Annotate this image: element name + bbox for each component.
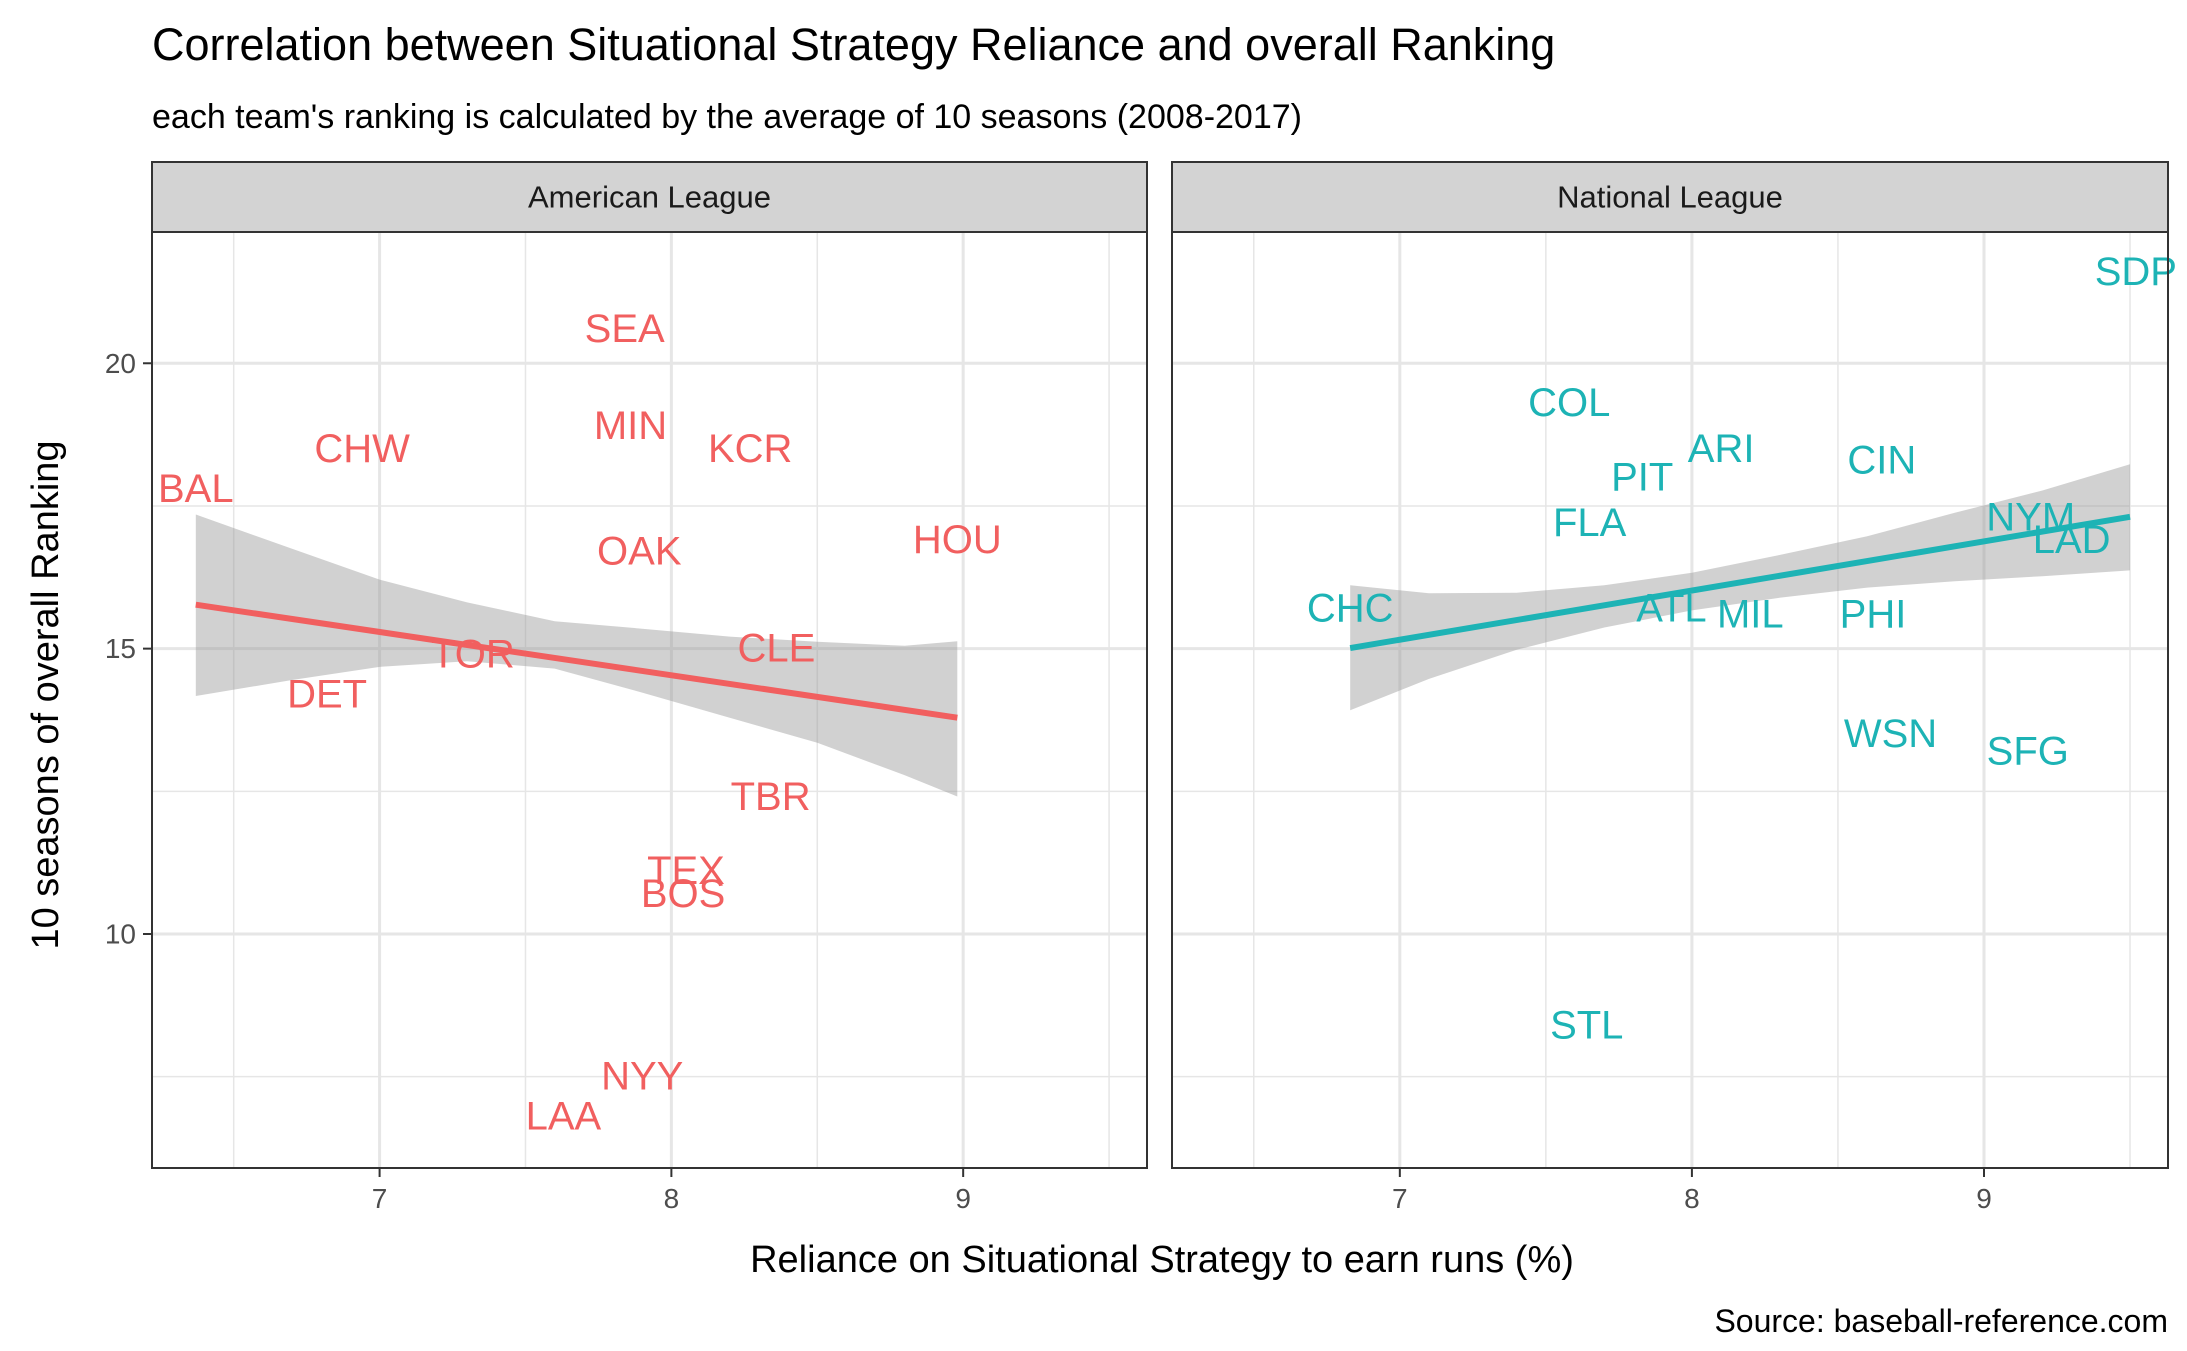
point-label-cle: CLE <box>738 627 816 671</box>
y-tick-label: 20 <box>105 348 136 379</box>
y-axis-title: 10 seasons of overall Ranking <box>25 440 67 949</box>
point-label-det: DET <box>287 672 367 716</box>
point-label-tbr: TBR <box>731 775 811 819</box>
point-label-min: MIN <box>594 404 667 448</box>
point-label-tex: TEX <box>647 849 725 893</box>
confidence-band-american-league <box>195 514 958 797</box>
regression-line-national-league <box>1349 513 2131 652</box>
point-label-chw: CHW <box>314 427 410 471</box>
x-tick-label: 8 <box>1684 1183 1700 1214</box>
point-label-chc: CHC <box>1307 587 1394 631</box>
point-label-lad: LAD <box>2033 518 2111 562</box>
facet-label-national-league: National League <box>1557 180 1783 215</box>
chart-subtitle: each team's ranking is calculated by the… <box>152 98 1302 136</box>
point-label-wsn: WSN <box>1844 712 1937 756</box>
confidence-band-national-league <box>1350 464 2130 711</box>
point-label-ari: ARI <box>1688 427 1755 471</box>
x-axis-title-group: Reliance on Situational Strategy to earn… <box>750 1239 1574 1281</box>
y-tick-label: 10 <box>105 919 136 950</box>
x-tick-label: 9 <box>955 1183 971 1214</box>
panel-national-league: SDP COL ARI CIN PIT NYM FLA LAD CHC ATL MIL PHI WSN S… <box>1171 161 2177 1214</box>
x-tick-label: 9 <box>1976 1183 1992 1214</box>
facet-label-american-league: American League <box>528 180 771 215</box>
point-label-stl: STL <box>1550 1003 1623 1047</box>
point-label-mil: MIL <box>1717 592 1784 636</box>
plot-background <box>1172 232 2168 1168</box>
point-label-nyy: NYY <box>601 1055 683 1099</box>
x-tick-label: 8 <box>664 1183 680 1214</box>
point-label-bos: BOS <box>641 872 725 916</box>
x-tick-label: 7 <box>372 1183 388 1214</box>
point-label-sdp: SDP <box>2095 250 2177 294</box>
point-label-nym: NYM <box>1986 495 2075 539</box>
point-label-col: COL <box>1528 381 1610 425</box>
source-caption: Source: baseball-reference.com <box>1714 1303 2168 1339</box>
chart-title: Correlation between Situational Strategy… <box>152 19 1555 70</box>
x-axis-title: Reliance on Situational Strategy to earn… <box>750 1239 1574 1281</box>
y-tick-label: 15 <box>105 633 136 664</box>
plot-background <box>152 232 1147 1168</box>
y-axis-title-group: 10 seasons of overall Ranking <box>25 440 67 949</box>
point-label-atl: ATL <box>1636 587 1706 631</box>
point-label-sea: SEA <box>585 307 665 351</box>
point-label-bal: BAL <box>158 467 234 511</box>
point-label-phi: PHI <box>1840 592 1907 636</box>
point-label-cin: CIN <box>1847 438 1916 482</box>
point-label-sfg: SFG <box>1987 729 2069 773</box>
point-label-laa: LAA <box>526 1095 602 1139</box>
point-label-pit: PIT <box>1611 455 1673 499</box>
x-tick-label: 7 <box>1392 1183 1408 1214</box>
point-label-fla: FLA <box>1553 501 1627 545</box>
regression-line-american-league <box>195 601 958 721</box>
point-label-kcr: KCR <box>708 427 792 471</box>
facet-strip-national-league <box>1171 161 2169 233</box>
facet-strip-american-league <box>151 161 1148 233</box>
point-label-hou: HOU <box>913 518 1002 562</box>
point-label-tor: TOR <box>431 632 515 676</box>
point-label-oak: OAK <box>597 530 682 574</box>
